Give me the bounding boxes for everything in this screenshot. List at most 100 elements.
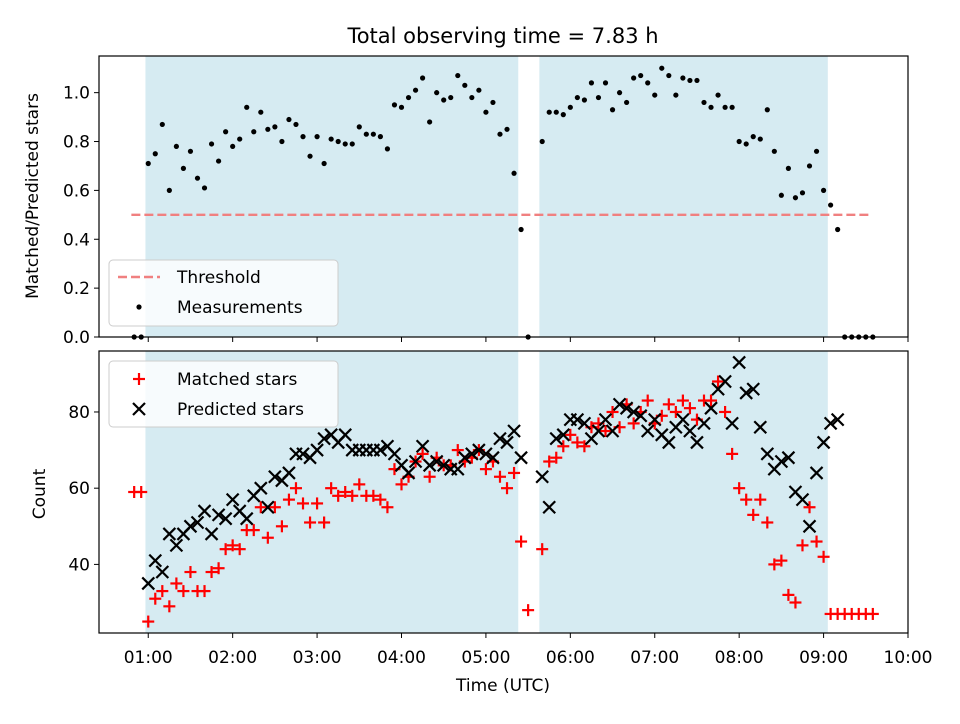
matched-stars-point (571, 436, 584, 449)
matched-stars-point (564, 428, 577, 441)
x-tick-label: 06:00 (546, 648, 595, 668)
matched-stars-point (233, 543, 246, 556)
measurements-point (201, 185, 208, 191)
measurements-point (616, 90, 623, 96)
measurements-point (208, 141, 215, 147)
measurements-point (588, 80, 595, 86)
predicted-stars-point (823, 416, 838, 431)
measurements-point (673, 92, 679, 98)
predicted-stars-point (507, 424, 521, 438)
measurements-point (778, 192, 784, 198)
matched-stars-point (627, 417, 640, 430)
measurements-point (434, 90, 440, 96)
chart-title: Total observing time = 7.83 h (346, 24, 658, 48)
matched-stars-point (803, 501, 816, 514)
y-tick-label: 40 (68, 555, 90, 575)
measurements-point (504, 126, 510, 132)
measurements-point (215, 158, 222, 164)
bottom-panel: 40 60 80 01:00 02:00 03:00 04:00 05:00 06:00 07:… (30, 350, 933, 696)
predicted-stars-point (225, 492, 240, 507)
y-tick-label: 0.2 (63, 279, 90, 299)
predicted-stars-point (535, 469, 549, 484)
predicted-stars-point (373, 443, 388, 457)
matched-stars-point (254, 501, 267, 514)
measurements-point (145, 160, 151, 167)
x-tick-label: 01:00 (124, 648, 173, 668)
predicted-stars-point (211, 508, 226, 522)
predicted-stars-point (570, 412, 585, 427)
bottom-panel-y-ticks: 40 60 80 (68, 403, 99, 575)
measurements-point (363, 131, 369, 137)
predicted-stars-point (218, 511, 233, 526)
measurements-point (602, 80, 609, 86)
measurements-point (729, 104, 735, 110)
predicted-stars-point (429, 454, 444, 469)
y-tick-label: 0.0 (63, 328, 90, 348)
measurements-point (743, 141, 749, 147)
matched-stars-point (142, 615, 155, 628)
predicted-stars-point (718, 374, 732, 389)
predicted-stars-point (732, 355, 746, 370)
predicted-stars-point (683, 424, 697, 438)
x-tick-label: 03:00 (293, 648, 342, 668)
matched-stars-point (325, 482, 338, 495)
predicted-stars-point (577, 416, 592, 431)
legend-matched-swatch (133, 373, 145, 385)
measurements-point (244, 104, 250, 110)
measurements-point (631, 75, 637, 81)
measurements-point (645, 80, 651, 86)
counts-series (128, 355, 879, 628)
measurements-point (272, 124, 278, 130)
measurements-point (483, 109, 489, 115)
measurements-point (828, 202, 834, 208)
x-tick-label: 04:00 (377, 648, 426, 668)
measurements-point (286, 116, 292, 123)
measurements-point (391, 102, 398, 108)
measurements-point (166, 187, 172, 193)
predicted-stars-point (809, 466, 824, 480)
x-tick-label: 09:00 (799, 648, 848, 668)
measurements-point (567, 104, 573, 110)
measurements-point (715, 92, 721, 98)
predicted-stars-point (493, 431, 507, 446)
measurements-point (546, 109, 552, 115)
matched-stars-point (747, 508, 760, 521)
matched-stars-point (297, 497, 310, 510)
top-panel: 0.0 0.2 0.4 0.6 0.8 1.0 Matched/Predicted sta… (23, 55, 909, 348)
observing-window-2 (539, 351, 828, 633)
predicted-stars-point (261, 500, 275, 515)
bottom-panel-y-label: Count (30, 468, 50, 519)
matched-stars-point (212, 562, 225, 575)
measurements-point (666, 72, 672, 79)
matched-stars-point (353, 478, 366, 491)
y-tick-label: 0.8 (63, 133, 90, 153)
predicted-stars-point (450, 462, 465, 476)
matched-stars-point (346, 489, 359, 502)
predicted-stars-point (479, 447, 493, 461)
predicted-stars-point (282, 466, 296, 480)
measurements-point (694, 77, 700, 84)
measurements-point (553, 109, 559, 115)
measurements-point (300, 134, 306, 140)
predicted-stars-point (486, 450, 500, 465)
predicted-stars-point (760, 447, 775, 461)
predicted-stars-point (746, 382, 761, 396)
matched-stars-point (367, 489, 380, 502)
measurements-point (462, 82, 468, 88)
predicted-stars-point (183, 519, 198, 534)
measurements-point (159, 121, 165, 128)
predicted-stars-point (662, 435, 676, 450)
predicted-stars-point (542, 500, 557, 515)
matched-stars-point (761, 516, 774, 529)
measurements-point (251, 129, 257, 135)
measurements-point (384, 146, 391, 152)
predicted-stars-point (458, 450, 472, 465)
matched-stars-point (479, 463, 492, 476)
measurements-point (230, 143, 236, 150)
matched-stars-point (641, 394, 654, 407)
matched-stars-point (669, 405, 682, 418)
bottom-panel-frame (98, 350, 909, 634)
predicted-stars-point (500, 435, 514, 450)
measurements-point (377, 134, 383, 140)
